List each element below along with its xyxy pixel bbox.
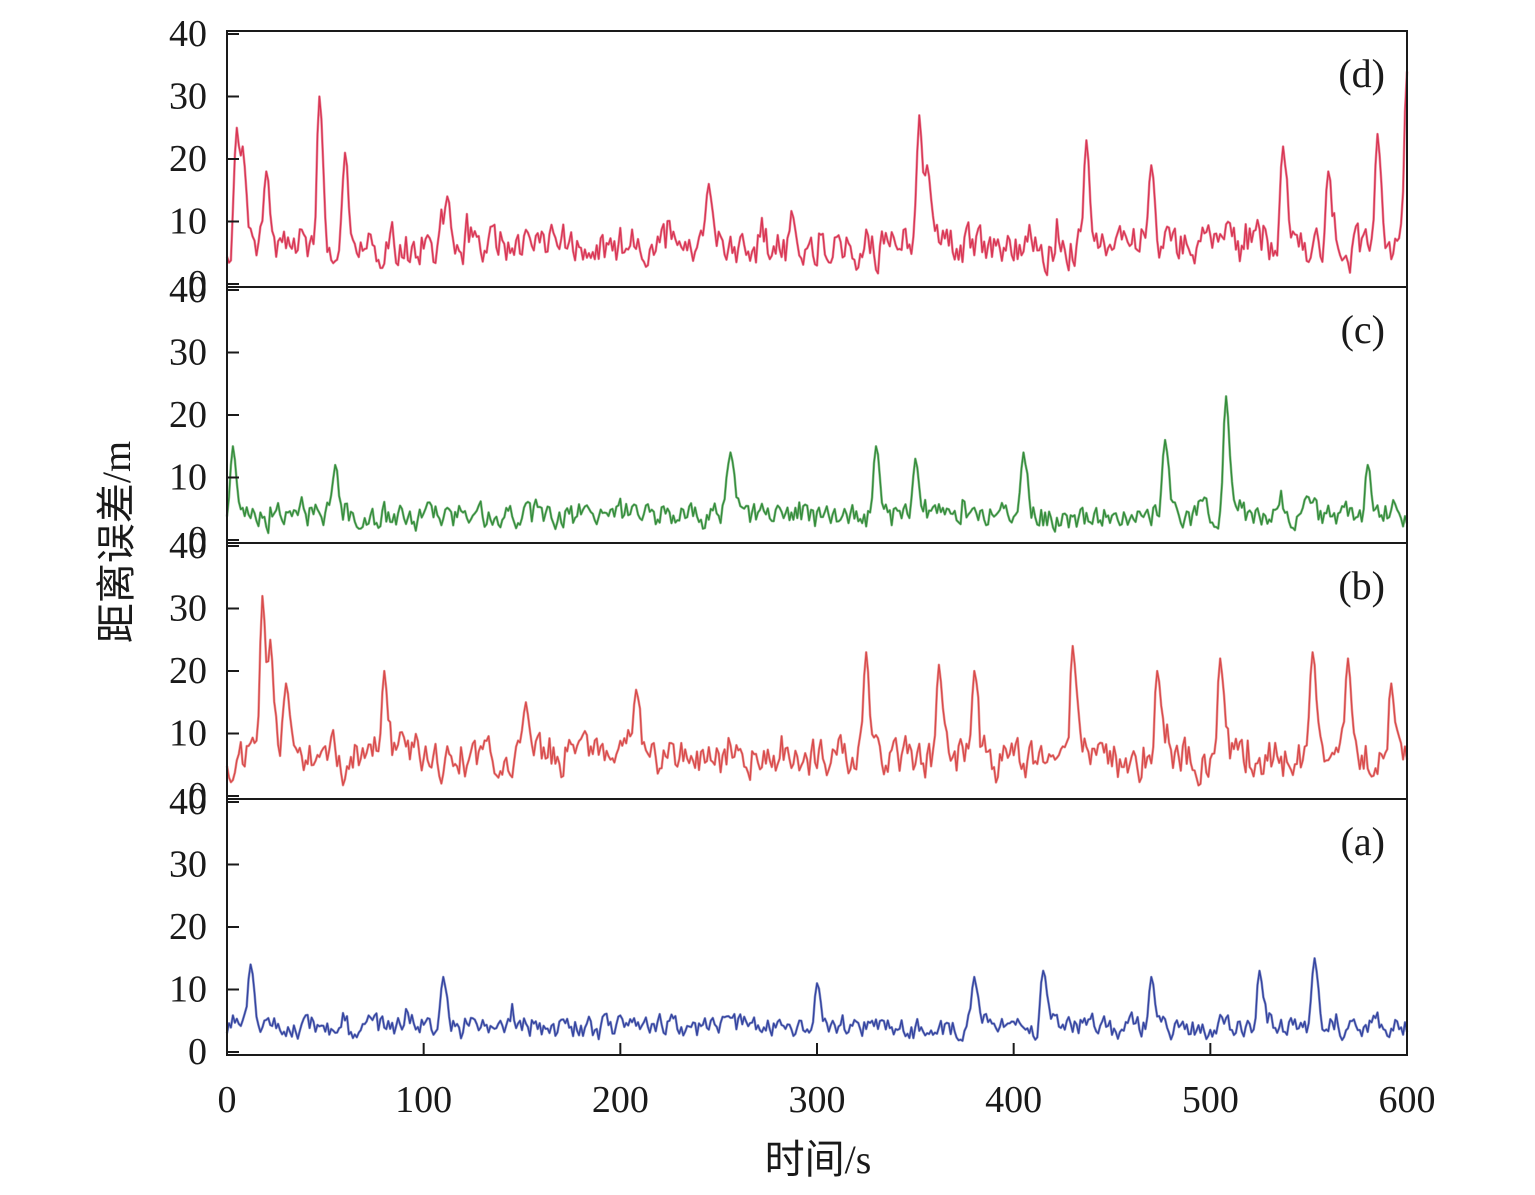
panel-a: 0 10 20 30 40 (a) — [169, 781, 1409, 1073]
panel-label: (b) — [1338, 563, 1385, 608]
panel-b: 0 10 20 30 40 (b) — [169, 525, 1409, 817]
y-tick-label: 0 — [188, 263, 207, 305]
series-line — [226, 595, 1408, 787]
y-tick-label: 40 — [169, 525, 207, 567]
x-tick-label: 400 — [985, 1079, 1042, 1121]
x-tick-label: 600 — [1379, 1079, 1436, 1121]
y-tick-label: 0 — [188, 775, 207, 817]
y-tick-label: 30 — [169, 332, 207, 374]
x-tick-label: 0 — [218, 1079, 237, 1121]
x-tick-label: 100 — [395, 1079, 452, 1121]
y-tick-label: 0 — [188, 1031, 207, 1073]
panels-group: 0 10 20 30 40 (d) 0 10 20 30 40 (c) 0 10 20 30 40 (b) 0 10 2… — [169, 13, 1409, 1073]
panel-label: (a) — [1341, 819, 1385, 864]
panel-frame — [226, 286, 1408, 544]
y-tick-label: 40 — [169, 13, 207, 55]
y-tick-label: 40 — [169, 269, 207, 311]
y-tick-label: 20 — [169, 394, 207, 436]
y-tick-label: 20 — [169, 906, 207, 948]
x-tick-label: 500 — [1182, 1079, 1239, 1121]
series-halo-line — [225, 71, 1409, 277]
panel-label: (c) — [1341, 307, 1385, 352]
y-tick-label: 30 — [169, 844, 207, 886]
y-tick-label: 40 — [169, 781, 207, 823]
y-tick-label: 10 — [169, 969, 207, 1011]
series-line — [226, 395, 1408, 534]
x-axis: 0 100 200 300 400 500 600 — [218, 1043, 1436, 1121]
panel-d: 0 10 20 30 40 (d) — [169, 13, 1409, 305]
panel-c: 0 10 20 30 40 (c) — [169, 269, 1409, 561]
y-axis-title: 距离误差/m — [94, 441, 139, 643]
y-tick-label: 20 — [169, 650, 207, 692]
panel-label: (d) — [1338, 51, 1385, 96]
x-tick-label: 200 — [592, 1079, 649, 1121]
y-tick-label: 30 — [169, 76, 207, 118]
y-tick-label: 10 — [169, 457, 207, 499]
x-axis-title: 时间/s — [765, 1137, 872, 1182]
series-line — [226, 957, 1408, 1042]
y-tick-label: 30 — [169, 588, 207, 630]
x-tick-label: 300 — [789, 1079, 846, 1121]
y-tick-label: 0 — [188, 519, 207, 561]
series-line — [226, 71, 1408, 276]
y-tick-label: 20 — [169, 138, 207, 180]
y-tick-label: 10 — [169, 201, 207, 243]
y-tick-label: 10 — [169, 713, 207, 755]
